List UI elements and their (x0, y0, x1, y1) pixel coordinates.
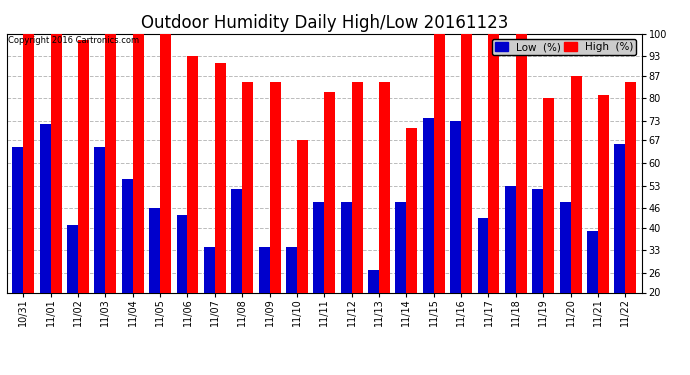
Bar (313, 202, 324, 292)
Bar (67, 225, 78, 292)
Bar (516, 34, 526, 292)
Bar (188, 56, 199, 292)
Legend: Low  (%), High  (%): Low (%), High (%) (492, 39, 636, 55)
Bar (297, 141, 308, 292)
Bar (122, 179, 132, 292)
Bar (489, 34, 500, 292)
Bar (95, 147, 106, 292)
Bar (571, 76, 582, 292)
Bar (286, 247, 297, 292)
Bar (106, 34, 117, 292)
Bar (259, 247, 270, 292)
Bar (625, 82, 636, 292)
Bar (395, 202, 406, 292)
Bar (40, 124, 50, 292)
Bar (50, 34, 61, 292)
Bar (406, 128, 417, 292)
Title: Outdoor Humidity Daily High/Low 20161123: Outdoor Humidity Daily High/Low 20161123 (141, 14, 508, 32)
Bar (587, 231, 598, 292)
Bar (78, 40, 89, 292)
Bar (368, 270, 379, 292)
Bar (177, 215, 188, 292)
Bar (532, 189, 543, 292)
Bar (505, 186, 516, 292)
Bar (324, 92, 335, 292)
Bar (149, 209, 160, 292)
Bar (614, 144, 625, 292)
Bar (560, 202, 571, 292)
Bar (160, 34, 171, 292)
Bar (352, 82, 363, 292)
Bar (132, 34, 144, 292)
Bar (23, 34, 34, 292)
Text: Copyright 2016 Cartronics.com: Copyright 2016 Cartronics.com (8, 36, 139, 45)
Bar (598, 95, 609, 292)
Bar (379, 82, 390, 292)
Bar (231, 189, 242, 292)
Bar (543, 99, 554, 292)
Bar (477, 218, 489, 292)
Bar (12, 147, 23, 292)
Bar (423, 118, 434, 292)
Bar (341, 202, 352, 292)
Bar (450, 121, 461, 292)
Bar (434, 34, 444, 292)
Bar (215, 63, 226, 292)
Bar (270, 82, 281, 292)
Bar (204, 247, 215, 292)
Bar (461, 34, 472, 292)
Bar (242, 82, 253, 292)
